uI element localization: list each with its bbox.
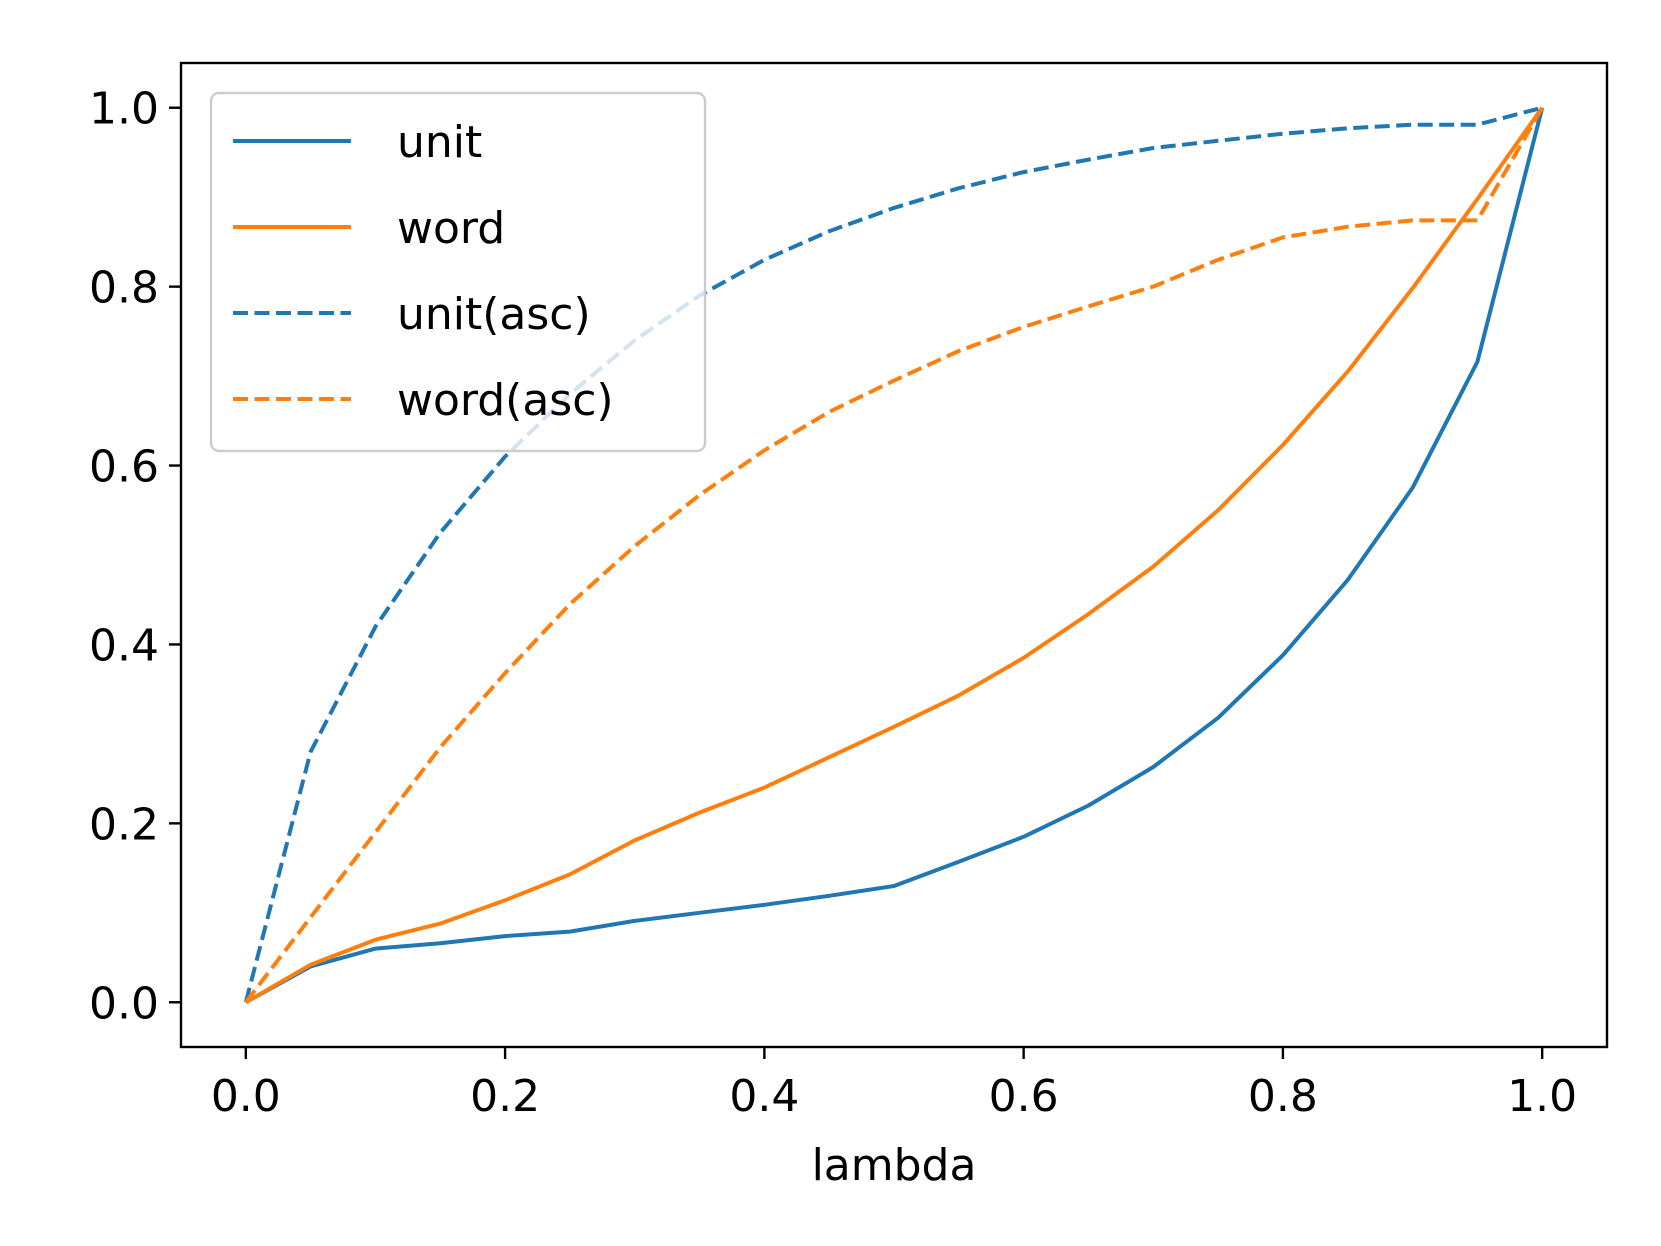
y-tick-label: 0.2: [89, 799, 159, 850]
legend-label: word: [397, 203, 505, 254]
series-line-unit-asc: [243, 105, 1543, 1003]
y-tick-label: 0.8: [89, 263, 159, 314]
x-axis: 0.0 0.2 0.4 0.6 0.8 1.0: [211, 1047, 1577, 1122]
x-tick-label: 0.4: [729, 1071, 799, 1122]
y-tick-label: 1.0: [89, 84, 159, 135]
series-layer: [243, 105, 1545, 1005]
y-tick-label: 0.0: [89, 978, 159, 1029]
legend-label: unit(asc): [397, 289, 591, 340]
legend: unit word unit(asc) word(asc): [209, 91, 707, 453]
y-axis: 0.0 0.2 0.4 0.6 0.8 1.0: [89, 84, 181, 1029]
x-tick-label: 0.6: [989, 1071, 1059, 1122]
x-axis-title: lambda: [812, 1140, 977, 1191]
legend-box: [209, 91, 707, 453]
x-tick-label: 0.2: [470, 1071, 540, 1122]
series-line-word: [244, 106, 1544, 1005]
legend-label: unit: [397, 117, 482, 168]
x-tick-label: 0.8: [1248, 1071, 1318, 1122]
x-tick-label: 1.0: [1507, 1071, 1577, 1122]
plot-frame: [179, 61, 1609, 1049]
y-tick-label: 0.6: [89, 442, 159, 493]
legend-label: word(asc): [397, 375, 614, 426]
y-tick-label: 0.4: [89, 620, 159, 671]
series-line-word-asc: [244, 106, 1544, 1004]
series-line-unit: [244, 107, 1545, 1005]
x-tick-label: 0.0: [211, 1071, 281, 1122]
